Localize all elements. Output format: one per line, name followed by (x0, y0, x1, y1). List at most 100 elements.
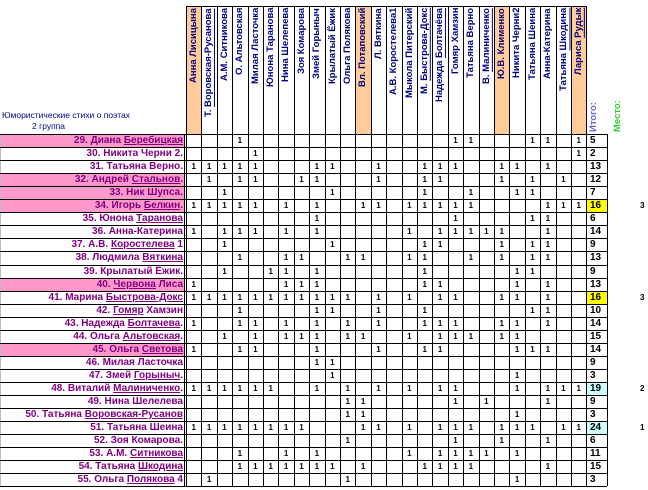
vote-cell: 1 (437, 240, 443, 250)
grid-line (0, 473, 607, 474)
vote-cell: 1 (283, 423, 289, 433)
vote-cell: 1 (530, 344, 535, 354)
vote-cell: 1 (283, 462, 289, 472)
vote-cell: 1 (299, 423, 304, 433)
vote-cell: 1 (376, 292, 381, 302)
total-cell: 9 (590, 239, 596, 251)
vote-cell: 1 (330, 188, 335, 198)
total-cell: 9 (590, 396, 596, 407)
grid-line (540, 6, 541, 487)
vote-cell: 1 (191, 227, 196, 237)
vote-cell: 1 (206, 423, 212, 433)
vote-cell: 1 (237, 423, 243, 433)
grid-line (201, 6, 202, 487)
vote-cell: 1 (530, 175, 535, 185)
grid-line (0, 278, 607, 279)
vote-cell: 1 (437, 175, 443, 185)
total-cell: 2 (590, 148, 596, 160)
vote-cell: 1 (376, 201, 381, 211)
participant-name: 29. Диана Беребицкая (73, 135, 183, 146)
vote-cell: 1 (453, 292, 458, 302)
grid-line (355, 6, 356, 487)
vote-cell: 1 (422, 162, 427, 172)
vote-cell: 1 (191, 383, 196, 393)
vote-cell: 1 (530, 136, 535, 145)
vote-cell: 1 (206, 292, 212, 302)
total-cell: 10 (590, 304, 602, 316)
place-cell: 3 (640, 292, 645, 302)
vote-cell: 1 (545, 279, 551, 289)
vote-cell: 1 (437, 331, 443, 341)
vote-cell: 1 (376, 305, 381, 315)
vote-cell: 1 (283, 253, 289, 263)
vote-cell: 1 (253, 344, 258, 354)
participant-name: 37. А.В. Коростелева 1 (71, 239, 184, 251)
vote-cell: 1 (314, 331, 320, 341)
row-name-fill (0, 342, 184, 356)
vote-cell: 1 (530, 253, 535, 263)
vote-cell: 1 (360, 397, 366, 406)
participant-name: 40. Червона Лиса (96, 278, 183, 290)
vote-cell: 1 (499, 436, 504, 446)
grid-line (0, 291, 607, 292)
vote-cell: 1 (468, 449, 474, 459)
column-header: Милая Ласточка (249, 8, 261, 85)
vote-cell: 1 (268, 383, 273, 393)
grid-line (0, 421, 607, 422)
grid-line (294, 6, 295, 487)
total-highlight (586, 381, 607, 395)
column-header: Зоя Комарова (295, 8, 307, 75)
vote-cell: 1 (330, 305, 335, 315)
column-header: Анна-Катерина (542, 8, 554, 79)
vote-cell: 1 (345, 292, 350, 302)
vote-cell: 1 (314, 279, 320, 289)
vote-cell: 1 (268, 266, 273, 276)
vote-cell: 1 (468, 188, 474, 198)
vote-cell: 1 (437, 449, 443, 459)
vote-cell: 1 (407, 331, 412, 341)
column-header: А.В. Коростелева1 (388, 8, 400, 96)
vote-cell: 1 (237, 227, 243, 237)
vote-cell: 1 (237, 253, 243, 263)
vote-cell: 1 (222, 292, 227, 302)
column-header: Надежда Болтачёва (434, 8, 446, 102)
grid-line (479, 6, 480, 487)
grid-line (0, 408, 607, 409)
vote-cell: 1 (376, 344, 381, 354)
column-header: О. Альтовская (234, 8, 246, 76)
vote-cell: 1 (514, 370, 520, 380)
vote-cell: 1 (253, 423, 258, 433)
total-cell: 13 (590, 161, 602, 173)
vote-cell: 1 (237, 462, 243, 472)
vote-cell: 1 (283, 279, 289, 289)
vote-cell: 1 (314, 266, 320, 276)
vote-cell: 1 (530, 188, 535, 198)
vote-cell: 1 (299, 292, 304, 302)
vote-cell: 1 (314, 318, 320, 328)
column-header: А.М. Ситникова (218, 8, 230, 82)
vote-cell: 1 (453, 449, 458, 459)
vote-cell: 1 (545, 436, 551, 446)
total-highlight (586, 199, 607, 213)
vote-cell: 1 (237, 175, 243, 185)
vote-cell: 1 (330, 162, 335, 172)
vote-cell: 1 (283, 449, 289, 459)
grid-line (184, 134, 185, 487)
grid-line (0, 395, 607, 396)
vote-cell: 1 (437, 162, 443, 172)
total-header: Итого: (588, 102, 599, 132)
participant-name: 47. Змей Горыныч. (89, 369, 183, 381)
grid-line (463, 6, 464, 487)
vote-cell: 1 (576, 383, 581, 393)
vote-cell: 1 (422, 253, 427, 263)
vote-cell: 1 (376, 423, 381, 433)
vote-cell: 1 (299, 253, 304, 263)
vote-cell: 1 (253, 462, 258, 472)
grid-line (0, 304, 607, 305)
place-header: Место: (612, 100, 623, 132)
vote-cell: 1 (453, 214, 458, 224)
vote-cell: 1 (576, 149, 581, 159)
total-cell: 3 (590, 369, 596, 381)
vote-cell: 1 (345, 318, 350, 328)
vote-cell: 1 (314, 175, 320, 185)
